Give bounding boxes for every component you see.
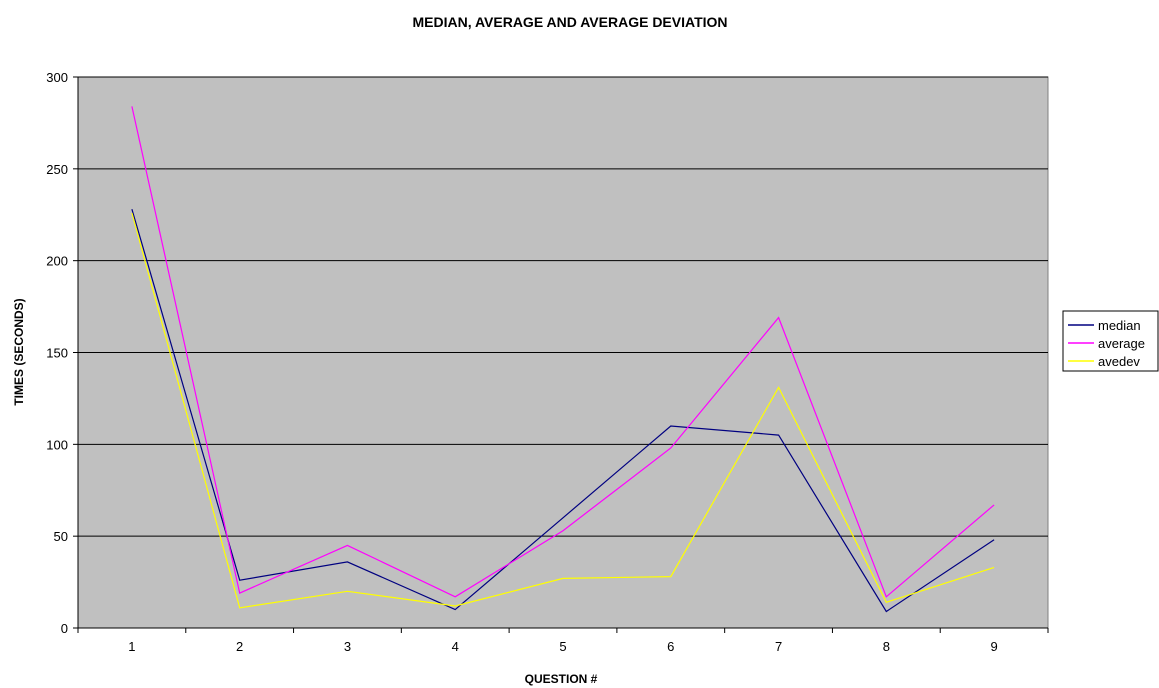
axes — [73, 76, 1049, 633]
x-tick-label: 8 — [883, 639, 890, 654]
legend-items: median average avedev — [1068, 318, 1145, 369]
legend: median average avedev — [1062, 310, 1159, 372]
y-tick-label: 100 — [46, 437, 68, 452]
chart-title: MEDIAN, AVERAGE AND AVERAGE DEVIATION — [412, 14, 727, 30]
y-axis-label: TIMES (SECONDS) — [12, 298, 26, 405]
x-tick-label: 2 — [236, 639, 243, 654]
legend-label-median: median — [1098, 318, 1141, 333]
legend-label-avedev: avedev — [1098, 354, 1140, 369]
y-tick-label: 250 — [46, 162, 68, 177]
x-tick-label: 9 — [990, 639, 997, 654]
x-tick-label: 4 — [452, 639, 459, 654]
series-lines — [131, 106, 995, 613]
series-line-median — [131, 209, 995, 613]
x-tick-labels: 1 2 3 4 5 6 7 8 9 — [128, 639, 997, 654]
x-tick-label: 5 — [559, 639, 566, 654]
series-line-avedev — [131, 212, 995, 609]
y-tick-label: 50 — [54, 529, 68, 544]
y-tick-labels: 0 50 100 150 200 250 300 — [46, 70, 68, 636]
x-axis-label: QUESTION # — [525, 672, 598, 686]
x-tick-label: 3 — [344, 639, 351, 654]
x-tick-label: 7 — [775, 639, 782, 654]
x-tick-label: 1 — [128, 639, 135, 654]
y-tick-label: 150 — [46, 346, 68, 361]
gridlines — [78, 76, 1048, 537]
series-line-average — [131, 106, 995, 598]
legend-label-average: average — [1098, 336, 1145, 351]
x-tick-label: 6 — [667, 639, 674, 654]
y-tick-label: 300 — [46, 70, 68, 85]
y-tick-label: 0 — [61, 621, 68, 636]
y-tick-label: 200 — [46, 254, 68, 269]
